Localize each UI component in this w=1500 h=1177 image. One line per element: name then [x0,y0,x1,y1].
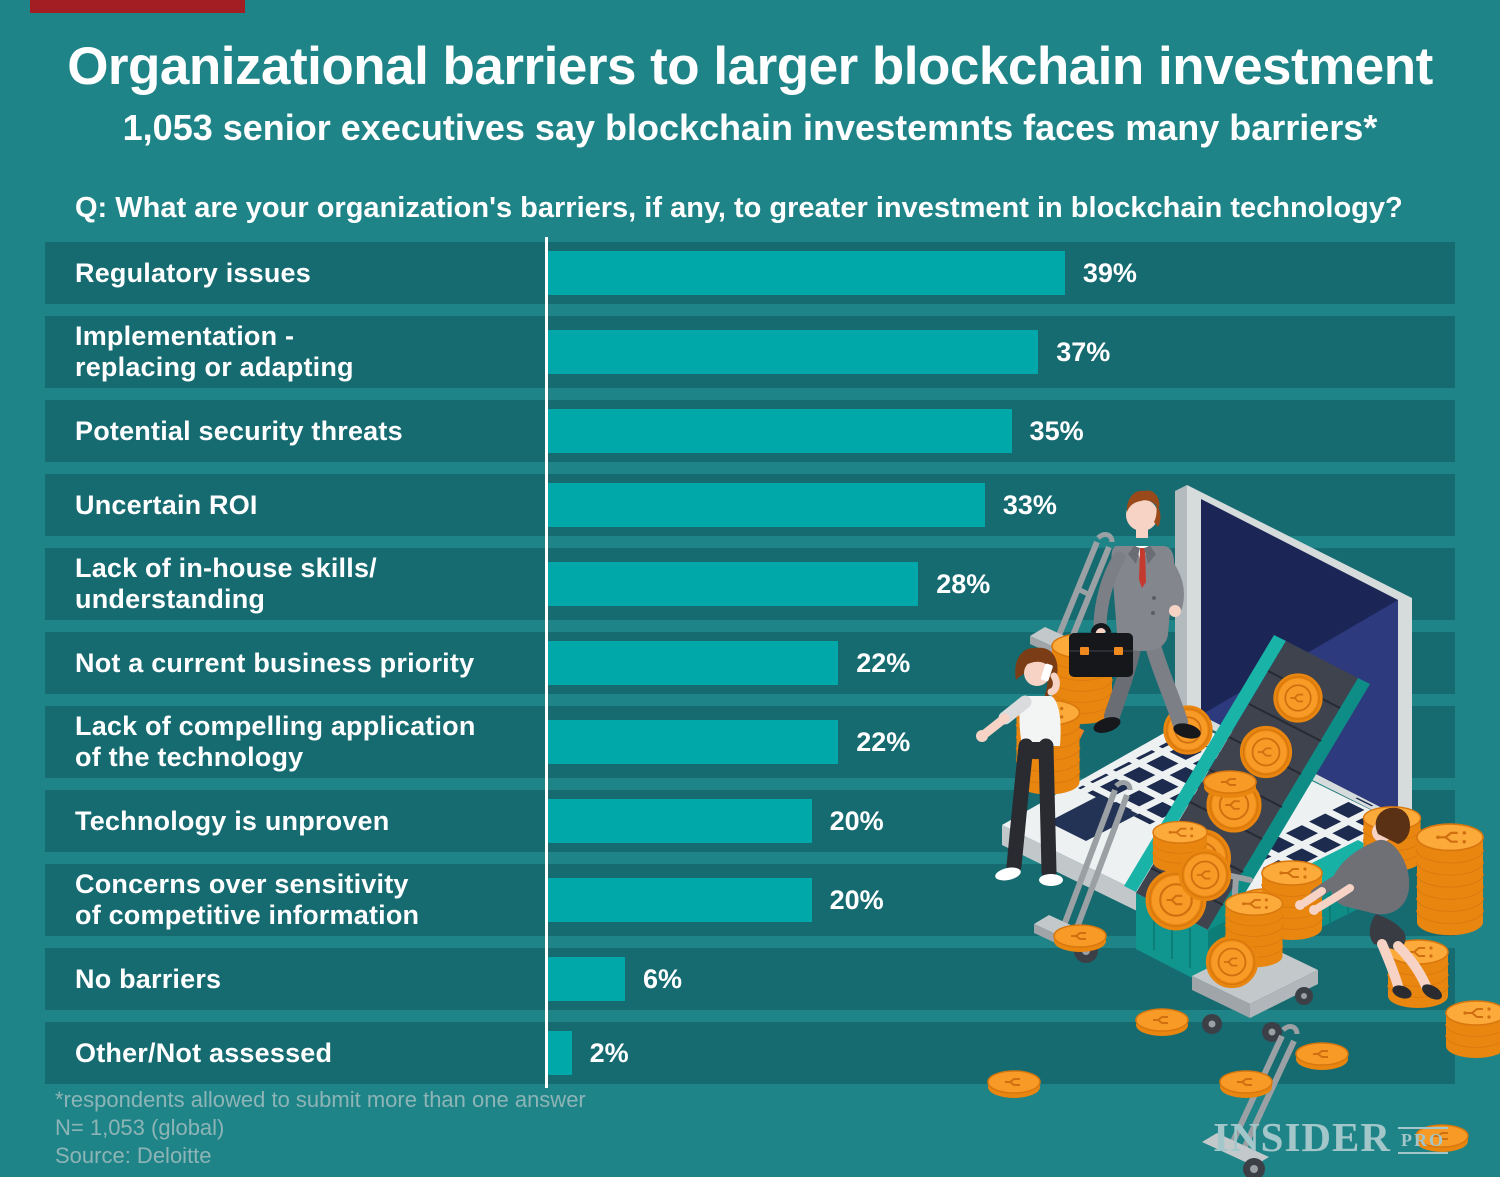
axis-line [545,237,548,1088]
chart-row: Lack of compelling application of the tec… [45,706,1455,778]
insider-wordmark: INSIDER [1213,1114,1391,1160]
bar-value: 20% [829,884,884,915]
footnote-sample: N= 1,053 (global) [55,1115,225,1140]
brand-accent-bar [30,0,245,13]
page-title: Organizational barriers to larger blockc… [67,37,1433,96]
survey-question: Q: What are your organization's barriers… [75,192,1403,224]
bar-value: 22% [856,726,911,757]
pro-badge: PRO [1398,1126,1448,1154]
row-label: Lack of compelling application of the tec… [75,711,476,772]
row-label: Regulatory issues [75,257,311,288]
bar-value: 39% [1082,257,1137,288]
bar [545,878,812,922]
row-label: Lack of in-house skills/understanding [75,553,377,614]
footnotes: *respondents allowed to submit more than… [55,1086,586,1170]
chart-row: Potential security threats 35% [45,400,1455,462]
chart-row: Implementation - replacing or adapting 37% [45,316,1455,388]
footnote-source: Source: Deloitte [55,1143,212,1168]
bar-value: 35% [1029,415,1084,446]
bar [545,330,1039,374]
bar-value: 22% [856,647,911,678]
bar [545,799,812,843]
row-label: Implementation - replacing or adapting [75,321,354,382]
bar-value: 33% [1002,489,1057,520]
bar-value: 28% [936,568,991,599]
chart-rows: Regulatory issues 39% Implementation - repl… [45,242,1455,1096]
bar [545,957,625,1001]
row-label: Other/Not assessed [75,1037,333,1068]
chart-row: Not a current business priority 22% [45,632,1455,694]
bar [545,562,919,606]
chart-row: Technology is unproven 20% [45,790,1455,852]
row-label: Not a current business priority [75,647,475,678]
bar [545,251,1065,295]
bar [545,1031,572,1075]
row-label: Concerns over sensitivity of competitive … [75,869,420,930]
bar-value: 20% [829,805,884,836]
bar [545,483,985,527]
chart-row: Concerns over sensitivity of competitive … [45,864,1455,936]
chart-row: Other/Not assessed 2% [45,1022,1455,1084]
bar [545,641,839,685]
chart-row: Uncertain ROI 33% [45,474,1455,536]
bar [545,409,1012,453]
chart-row: Regulatory issues 39% [45,242,1455,304]
brand-logo: INSIDER PRO [1213,1113,1448,1161]
page-subtitle: 1,053 senior executives say blockchain i… [122,107,1378,148]
footnote-respondents: *respondents allowed to submit more than… [55,1087,586,1112]
row-label: Uncertain ROI [75,489,258,520]
row-label: Technology is unproven [75,805,390,836]
row-label: Potential security threats [75,415,403,446]
chart-row: No barriers 6% [45,948,1455,1010]
bar-value: 2% [589,1037,629,1068]
chart-row: Lack of in-house skills/understanding 28% [45,548,1455,620]
bar-value: 6% [642,963,682,994]
row-label: No barriers [75,963,222,994]
bar-value: 37% [1056,336,1111,367]
bar [545,720,839,764]
